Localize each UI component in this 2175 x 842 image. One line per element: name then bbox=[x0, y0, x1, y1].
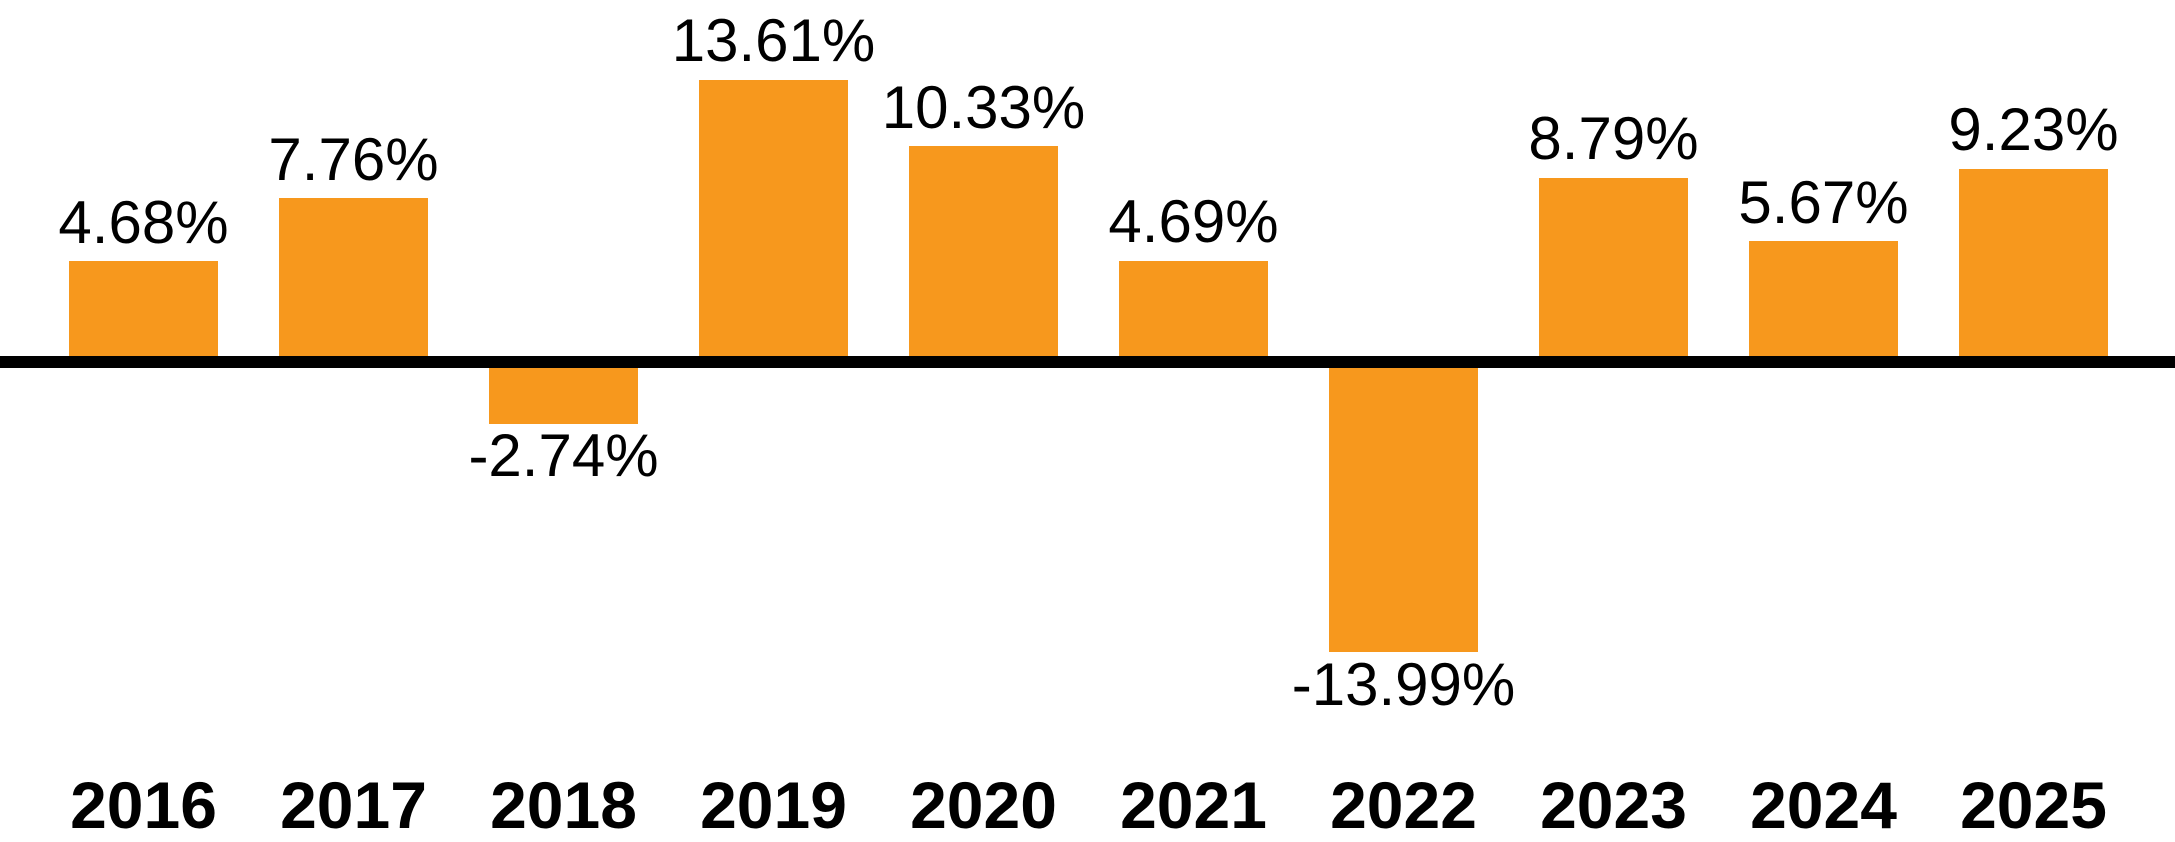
bar-2018 bbox=[489, 368, 638, 424]
x-axis-tick-label: 2025 bbox=[1960, 768, 2107, 842]
bar-value-label: 10.33% bbox=[881, 74, 1086, 141]
x-axis-tick-label: 2021 bbox=[1120, 768, 1267, 842]
bar-value-label: 8.79% bbox=[1528, 105, 1699, 173]
bar-2020 bbox=[909, 146, 1058, 356]
bar-2023 bbox=[1539, 177, 1688, 356]
bar-2022 bbox=[1329, 368, 1478, 652]
bar-2019 bbox=[699, 79, 848, 356]
bar-2017 bbox=[279, 198, 428, 356]
x-axis-tick-label: 2024 bbox=[1750, 768, 1897, 842]
bar-value-label: 7.76% bbox=[268, 126, 439, 194]
zero-axis-line bbox=[0, 356, 2175, 368]
bar-2025 bbox=[1959, 168, 2108, 356]
x-axis-tick-label: 2016 bbox=[70, 768, 217, 842]
bar-value-label: 4.69% bbox=[1108, 188, 1279, 256]
x-axis-tick-label: 2023 bbox=[1540, 768, 1687, 842]
bar-2024 bbox=[1749, 240, 1898, 356]
bar-value-label: 4.68% bbox=[58, 188, 229, 256]
bar-2016 bbox=[69, 260, 218, 356]
bar-value-label: 5.67% bbox=[1738, 168, 1909, 236]
bar-value-label: -13.99% bbox=[1291, 650, 1516, 718]
bar-value-label: -2.74% bbox=[468, 422, 659, 490]
bar-value-label: 13.61% bbox=[671, 7, 876, 75]
bar-2021 bbox=[1119, 260, 1268, 356]
x-axis-tick-label: 2017 bbox=[280, 768, 427, 842]
bar-value-label: 9.23% bbox=[1948, 96, 2119, 164]
x-axis-tick-label: 2019 bbox=[700, 768, 847, 842]
x-axis-tick-label: 2020 bbox=[910, 768, 1057, 842]
x-axis-tick-label: 2022 bbox=[1330, 768, 1477, 842]
x-axis-tick-label: 2018 bbox=[490, 768, 637, 842]
